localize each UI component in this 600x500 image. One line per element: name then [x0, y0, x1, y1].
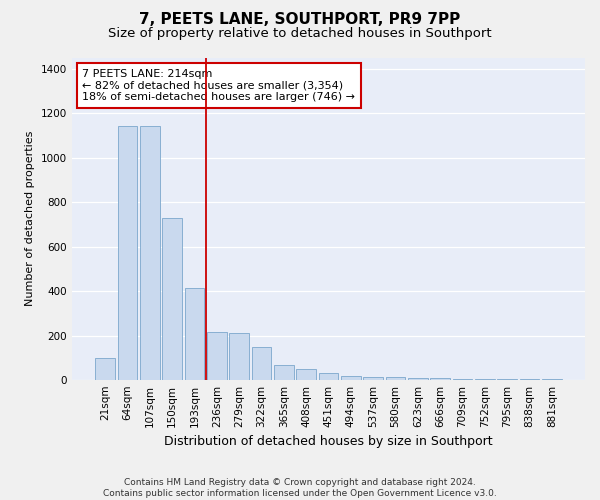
Bar: [520, 379, 539, 380]
Text: 7 PEETS LANE: 214sqm
← 82% of detached houses are smaller (3,354)
18% of semi-de: 7 PEETS LANE: 214sqm ← 82% of detached h…: [82, 69, 355, 102]
Bar: [251, 346, 271, 380]
Text: Size of property relative to detached houses in Southport: Size of property relative to detached ho…: [108, 28, 492, 40]
Bar: [118, 126, 137, 380]
Bar: [542, 379, 562, 380]
Bar: [274, 365, 293, 380]
Bar: [95, 358, 115, 380]
Bar: [364, 376, 383, 380]
Bar: [452, 379, 472, 380]
Bar: [163, 218, 182, 380]
Y-axis label: Number of detached properties: Number of detached properties: [25, 131, 35, 306]
Bar: [341, 376, 361, 380]
Bar: [430, 378, 450, 380]
Bar: [386, 376, 406, 380]
Bar: [185, 288, 205, 380]
Bar: [475, 379, 494, 380]
Bar: [296, 369, 316, 380]
Bar: [229, 334, 249, 380]
Bar: [140, 126, 160, 380]
Bar: [497, 379, 517, 380]
X-axis label: Distribution of detached houses by size in Southport: Distribution of detached houses by size …: [164, 436, 493, 448]
Text: Contains HM Land Registry data © Crown copyright and database right 2024.
Contai: Contains HM Land Registry data © Crown c…: [103, 478, 497, 498]
Bar: [207, 332, 227, 380]
Text: 7, PEETS LANE, SOUTHPORT, PR9 7PP: 7, PEETS LANE, SOUTHPORT, PR9 7PP: [139, 12, 461, 28]
Bar: [319, 373, 338, 380]
Bar: [408, 378, 428, 380]
